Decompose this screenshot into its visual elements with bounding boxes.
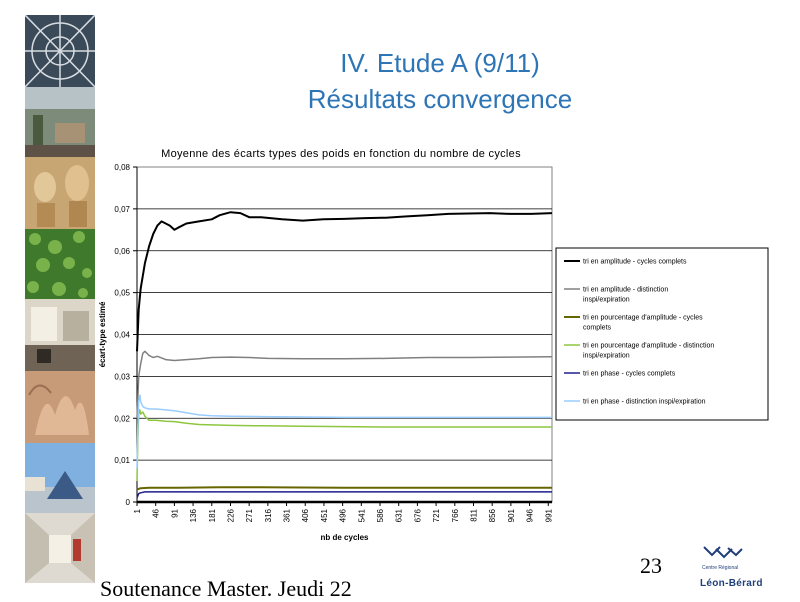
interior-photo [25, 299, 95, 371]
x-tick-label: 676 [413, 508, 422, 522]
sculpture-photo [25, 157, 95, 229]
photo-strip [24, 14, 96, 583]
logo-mark-icon [703, 546, 743, 559]
chart-title: Moyenne des écarts types des poids en fo… [161, 148, 521, 160]
series-line-2 [136, 350, 553, 419]
ivy-photo [25, 229, 95, 299]
glass-roof-photo [24, 14, 96, 88]
legend-entry: tri en amplitude - distinction inspi/expi… [583, 287, 668, 304]
x-tick-label: 451 [320, 508, 329, 522]
y-tick-label: 0,08 [114, 163, 130, 172]
x-tick-label: 1 [133, 508, 142, 513]
y-tick-label: 0,05 [114, 289, 130, 298]
x-tick-label: 766 [451, 508, 460, 522]
x-tick-label: 91 [170, 508, 179, 517]
y-tick-label: 0,06 [114, 247, 130, 256]
leon-berard-logo: Centre Régional Léon-Bérard [692, 545, 782, 595]
legend-entry: tri en phase - distinction inspi/expirat… [583, 399, 706, 406]
logo-small-text: Centre Régional [702, 565, 739, 571]
x-tick-label: 946 [526, 508, 535, 522]
series-line-1 [136, 211, 553, 352]
y-tick-label: 0,07 [114, 205, 130, 214]
legend-entry: tri en phase - cycles complets [583, 371, 676, 378]
building-photos [24, 14, 96, 583]
logo-name: Léon-Bérard [700, 578, 763, 589]
legend-entry: tri en amplitude - cycles complets [583, 259, 687, 266]
y-axis-label: écart-type estimé [98, 301, 107, 367]
x-tick-label: 361 [283, 508, 292, 522]
x-tick-label: 136 [189, 508, 198, 522]
x-tick-label: 181 [208, 508, 217, 522]
legend-entry: tri en pourcentage d'amplitude - cycles c… [583, 315, 703, 332]
series-line-4 [136, 409, 552, 482]
footer-text: Soutenance Master. Jeudi 22 [100, 576, 352, 601]
x-tick-label: 316 [264, 508, 273, 522]
pyramid-photo [25, 443, 95, 513]
x-tick-label: 406 [301, 508, 310, 522]
x-tick-label: 856 [488, 508, 497, 522]
x-tick-label: 811 [469, 508, 478, 521]
corridor-photo [25, 513, 95, 583]
y-tick-label: 0,01 [114, 456, 130, 465]
x-tick-label: 631 [395, 508, 404, 522]
x-tick-label: 586 [376, 508, 385, 522]
y-tick-label: 0,04 [114, 331, 130, 340]
y-tick-label: 0,02 [114, 414, 130, 423]
series-line-3 [136, 486, 552, 491]
x-tick-label: 226 [226, 508, 235, 522]
x-tick-label: 271 [245, 508, 254, 522]
x-tick-label: 991 [544, 508, 553, 522]
series-line-6 [136, 394, 552, 469]
slide-title-line1: IV. Etude A (9/11) [340, 48, 540, 78]
hall-photo [25, 87, 95, 157]
x-tick-label: 541 [357, 508, 366, 522]
y-tick-label: 0,03 [114, 372, 130, 381]
slide-number: 23 [640, 553, 662, 578]
x-tick-label: 46 [152, 508, 161, 517]
x-tick-label: 496 [339, 508, 348, 522]
y-tick-label: 0 [126, 498, 131, 507]
x-axis-label: nb de cycles [320, 533, 369, 542]
legend-box [555, 247, 769, 421]
series-line-5 [136, 491, 552, 499]
slide-title-line2: Résultats convergence [307, 84, 573, 114]
x-tick-label: 901 [507, 508, 516, 522]
relief-photo [25, 371, 95, 443]
legend-entry: tri en pourcentage d'amplitude - distinc… [583, 343, 714, 360]
x-tick-label: 721 [432, 508, 441, 522]
convergence-chart: Moyenne des écarts types des poids en fo… [98, 148, 769, 542]
